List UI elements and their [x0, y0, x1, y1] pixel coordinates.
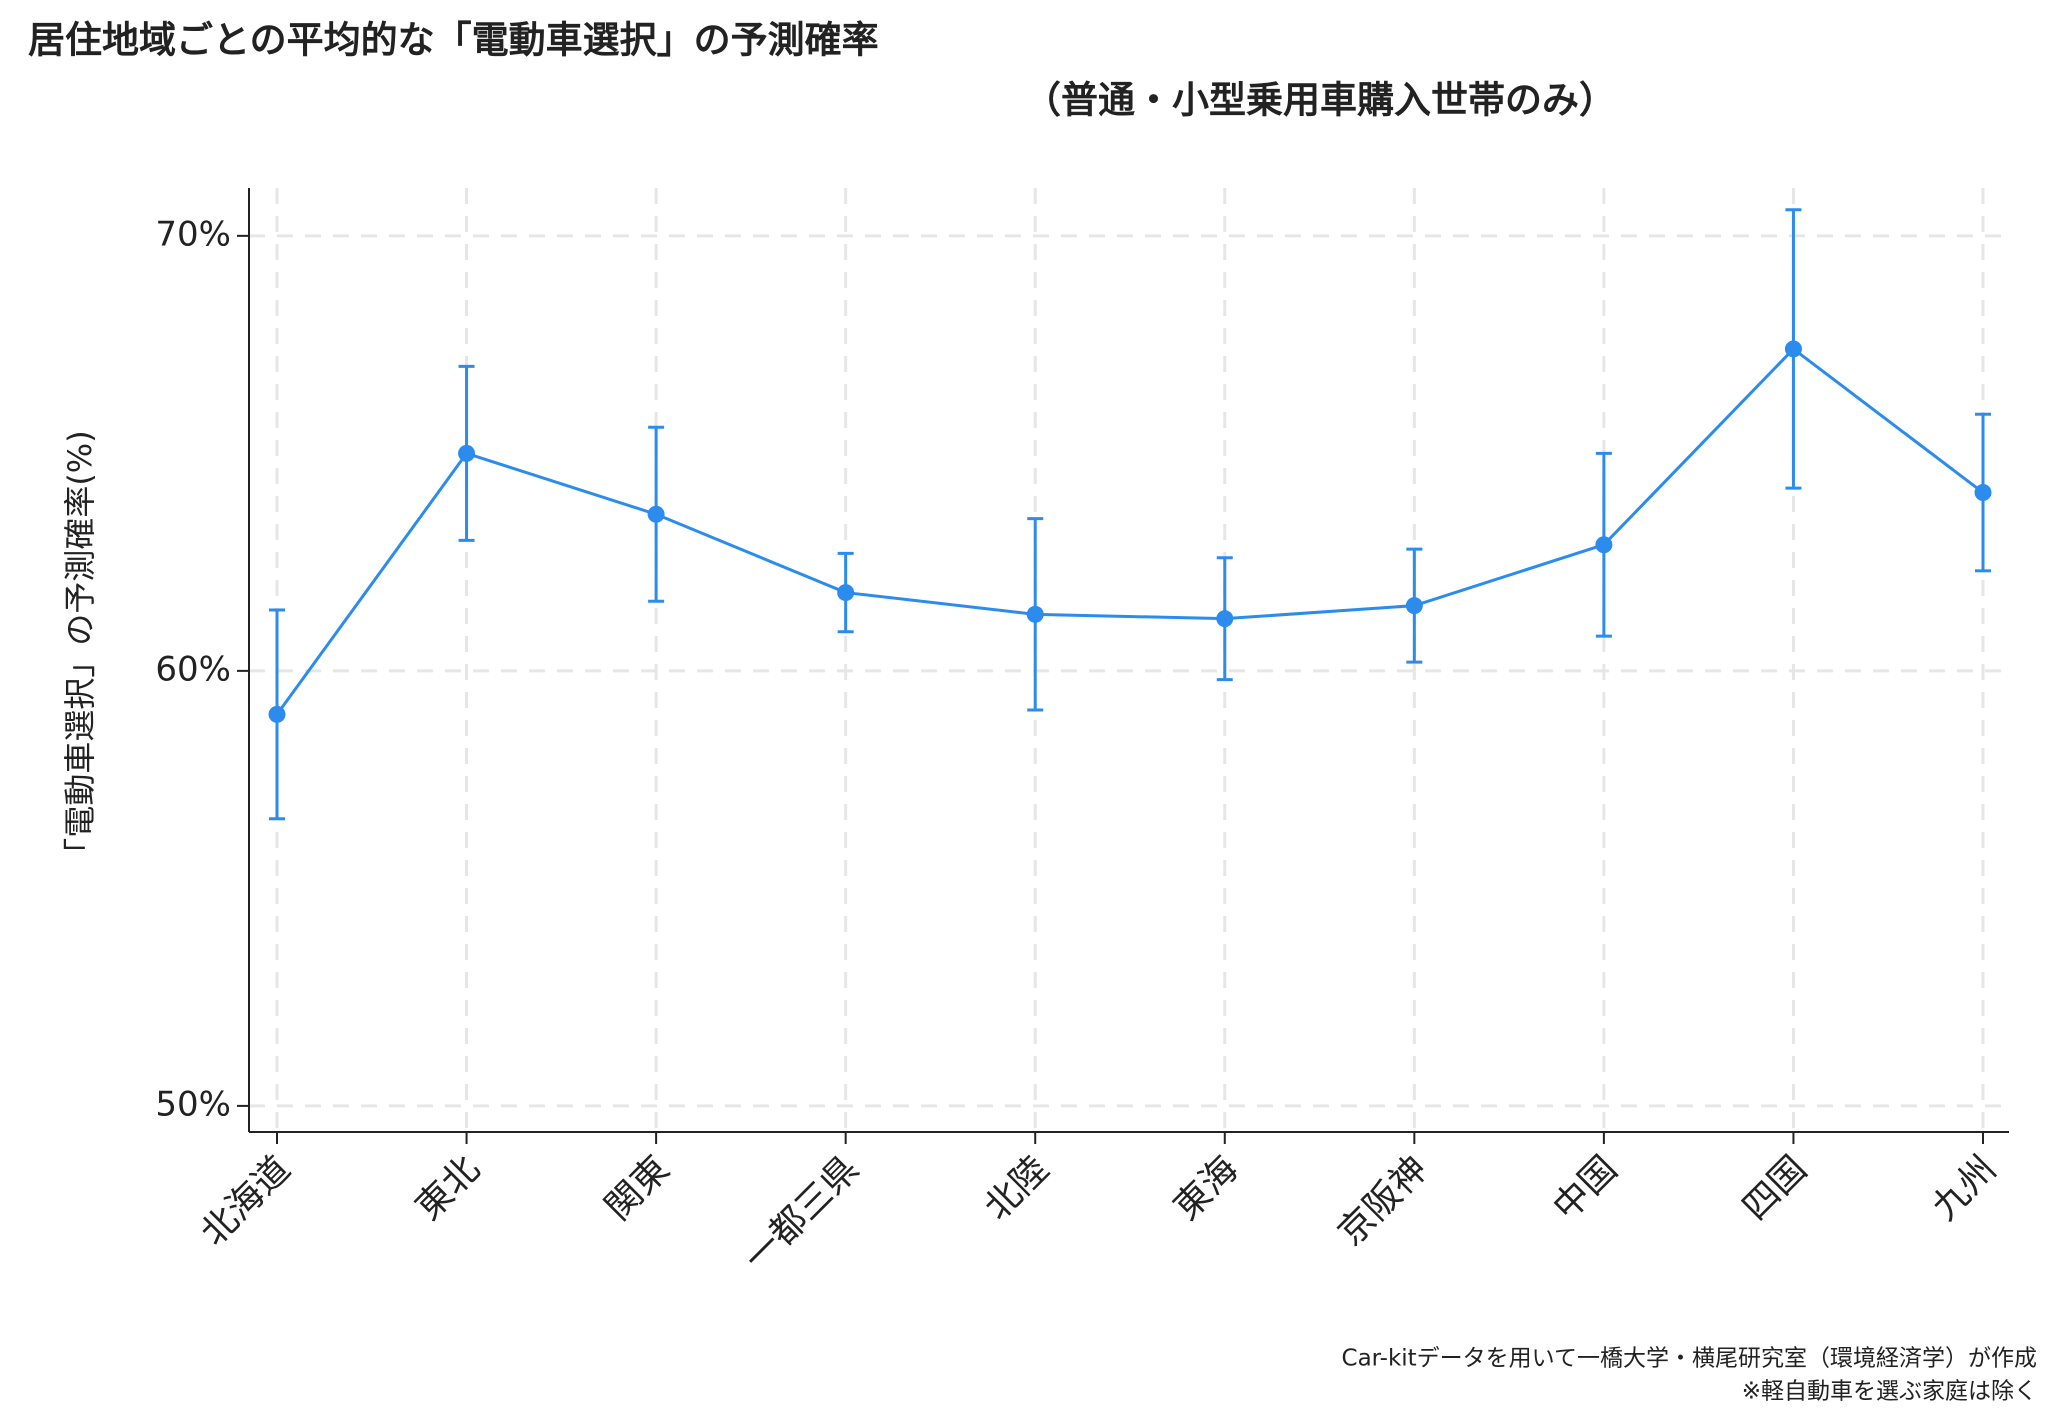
point: [1026, 605, 1044, 623]
y-axis-label: 「電動車選択」の予測確率(%): [61, 430, 99, 869]
x-tick-label: 北陸: [977, 1148, 1057, 1228]
point: [1784, 340, 1802, 358]
point: [1595, 536, 1613, 554]
chart-subtitle: （普通・小型乗用車購入世帯のみ）: [1024, 79, 1616, 122]
line: [275, 346, 1984, 716]
x-tick-label: 九州: [1925, 1148, 2005, 1228]
x-tick-label: 北海道: [193, 1148, 298, 1253]
x-tick-label: 四国: [1735, 1148, 1815, 1228]
y-tick-label: 70%: [155, 214, 231, 254]
x-tick-label: 中国: [1545, 1148, 1625, 1228]
point: [1405, 597, 1423, 615]
x-tick-label: 東北: [408, 1148, 488, 1228]
x-tick-label: 関東: [598, 1148, 678, 1228]
point: [1216, 610, 1234, 628]
point: [837, 584, 855, 602]
x-tick-label: 東海: [1166, 1148, 1246, 1228]
point: [458, 444, 476, 462]
point: [1974, 484, 1992, 502]
y-tick-label: 60%: [155, 649, 231, 689]
y-tick-label: 50%: [155, 1084, 231, 1124]
x-tick-label: 京阪神: [1330, 1148, 1435, 1253]
chart-title: 居住地域ごとの平均的な「電動車選択」の予測確率: [28, 19, 879, 62]
x-tick-label: 一都三県: [736, 1148, 867, 1279]
note: ※軽自動車を選ぶ家庭は除く: [1742, 1379, 2037, 1405]
point: [647, 505, 665, 523]
point: [268, 705, 286, 723]
note: Car-kitデータを用いて一橋大学・横尾研究室（環境経済学）が作成: [1342, 1346, 2037, 1372]
